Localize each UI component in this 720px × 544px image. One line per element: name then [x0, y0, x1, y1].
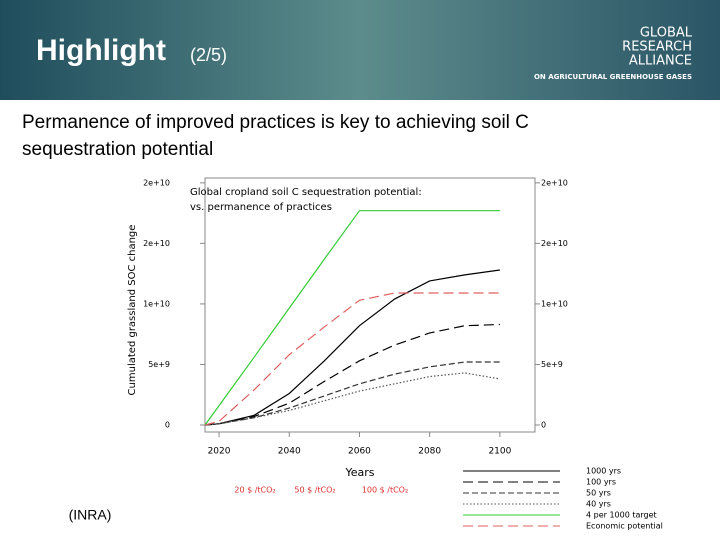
legend-label: 1000 yrs: [586, 467, 621, 476]
heading: Permanence of improved practices is key …: [22, 112, 529, 133]
y-axis-label: Cumulated grassland SOC change: [127, 225, 138, 396]
series-line: [204, 269, 500, 426]
x-tick-label: 2020: [208, 447, 231, 457]
legend-label: 50 yrs: [586, 489, 611, 498]
y2-tick-label: 2e+10: [541, 239, 568, 248]
legend-label: 4 per 1000 target: [586, 511, 657, 520]
x-axis-label: Years: [344, 466, 374, 479]
annotation: 20 $ /tCO₂: [234, 486, 275, 495]
plot-frame: [204, 177, 536, 433]
x-tick-label: 2060: [348, 447, 371, 457]
legend-label: Economic potential: [586, 522, 663, 531]
source: (INRA): [69, 507, 112, 523]
logo-tagline: ON AGRICULTURAL GREENHOUSE GASES: [534, 73, 692, 81]
x-tick-label: 2080: [418, 447, 441, 457]
logo-text: RESEARCH: [622, 40, 692, 55]
y2-tick-label: 1e+10: [541, 299, 568, 308]
y-tick-label: 2e+10: [143, 178, 170, 187]
y2-tick-label: 5e+9: [541, 360, 563, 369]
logo-text: GLOBAL: [640, 26, 693, 41]
x-tick-label: 2040: [278, 447, 301, 457]
chart-subtitle: vs. permanence of practices: [190, 202, 332, 213]
legend-label: 100 yrs: [586, 478, 616, 487]
legend-label: 40 yrs: [586, 500, 611, 509]
y-tick-label: 5e+9: [148, 360, 170, 369]
series-line: [204, 372, 500, 426]
annotation: 100 $ /tCO₂: [362, 486, 408, 495]
annotation: 50 $ /tCO₂: [294, 486, 335, 495]
series-line: [204, 210, 500, 426]
slide-title: Highlight: [36, 34, 166, 67]
y2-tick-label: 2e+10: [541, 178, 568, 187]
slide-counter: (2/5): [190, 45, 227, 65]
y-tick-label: 0: [165, 420, 170, 429]
series-line: [204, 292, 500, 426]
y-tick-label: 1e+10: [143, 299, 170, 308]
x-tick-label: 2100: [488, 447, 511, 457]
y2-tick-label: 0: [541, 420, 546, 429]
y-tick-label: 2e+10: [143, 239, 170, 248]
logo-text: ALLIANCE: [629, 54, 692, 69]
chart-title: Global cropland soil C sequestration pot…: [190, 187, 422, 198]
series-line: [204, 323, 500, 426]
heading: sequestration potential: [22, 139, 213, 160]
header-band: [0, 0, 720, 100]
